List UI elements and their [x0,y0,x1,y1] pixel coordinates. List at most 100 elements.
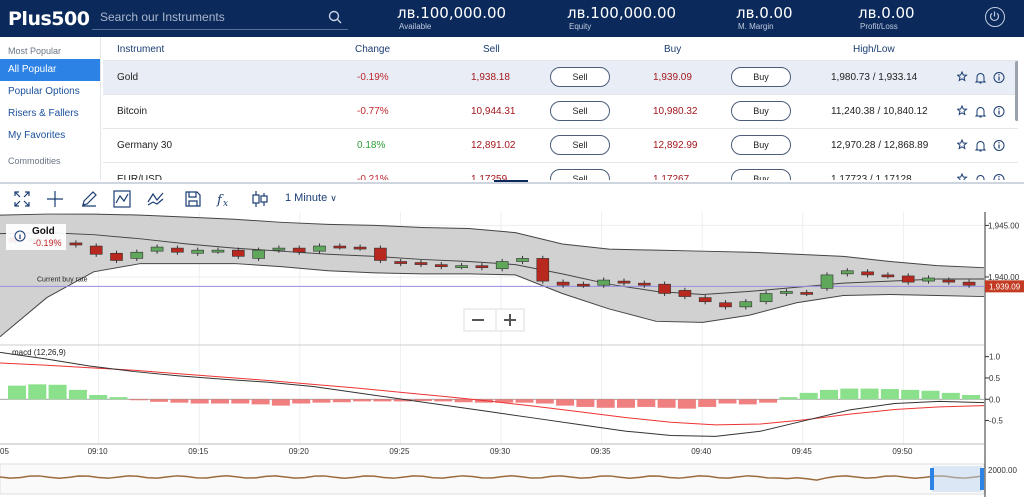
timeframe-dropdown[interactable]: 1 Minute ∨ [285,192,337,204]
x-tick-label: 05 [0,447,9,456]
table-row-bitcoin[interactable]: Bitcoin -0.77% 10,944.31 Sell 10,980.32 Buy 11… [103,95,1018,129]
draw-pencil-icon[interactable] [80,190,98,208]
buy-button[interactable]: Buy [731,67,791,87]
buy-button[interactable]: Buy [731,135,791,155]
navigator-handle-right[interactable] [980,468,984,490]
sell-button[interactable]: Sell [550,101,610,121]
search-input[interactable] [92,6,312,28]
macd-histogram-bar [677,399,696,409]
alert-bell-icon[interactable] [974,141,987,152]
instruments-table: Instrument Change Sell Buy High/Low Gold… [103,37,1018,180]
buy-price: 1.17267 [653,174,690,180]
candle [394,261,408,264]
col-buy: Buy [664,44,682,55]
alert-bell-icon[interactable] [976,175,985,181]
profit-loss-label: Profit/Loss [860,22,898,31]
price-chart[interactable]: 1,945.00 1,940.001,939.09 Current buy rate… [0,212,1024,497]
candle [150,246,164,252]
buy-rate-tag-value: 1,939.09 [989,282,1021,291]
sidebar-section-most-popular: Most Popular [8,46,62,56]
macd-histogram-bar [556,399,575,406]
candle [211,249,225,253]
info-icon[interactable] [993,72,1005,83]
instrument-name: Bitcoin [117,106,148,117]
macd-histogram-bar [799,392,818,400]
crosshair-icon[interactable] [46,190,64,208]
buy-button[interactable]: Buy [731,101,791,121]
favorite-star-icon[interactable] [957,139,968,150]
candle [333,245,347,249]
search-icon[interactable] [328,10,342,24]
candlestick-chart-icon[interactable] [251,190,269,208]
available-label: Available [399,22,432,31]
table-row-gold[interactable]: Gold -0.19% 1,938.18 Sell 1,939.09 Buy 1,980.7… [103,61,1018,95]
sidebar-item-popular-options[interactable]: Popular Options [8,86,80,97]
sidebar-item-my-favorites[interactable]: My Favorites [8,130,66,141]
sidebar-item-all-popular[interactable]: All Popular [0,59,100,81]
save-icon[interactable] [184,190,202,208]
sell-button[interactable]: Sell [550,135,610,155]
plus500-logo[interactable]: Plus500 [8,8,90,30]
macd-histogram-bar [962,395,981,400]
macd-histogram-bar [271,399,290,406]
alert-bell-icon[interactable] [974,73,987,84]
navigator-handle-left[interactable] [930,468,934,490]
favorite-star-icon[interactable] [957,71,968,82]
candle [69,242,83,246]
candle [820,274,834,289]
available-stat: лв.100,000.00 Available [397,4,506,31]
candle [475,265,489,268]
info-icon[interactable] [993,174,1005,181]
svg-text:f: f [216,193,224,208]
candle [678,290,692,297]
fullscreen-icon[interactable] [13,190,31,208]
macd-histogram-bar [779,397,798,400]
macd-histogram-bar [434,399,453,402]
macd-histogram-bar [901,389,920,400]
candle [374,247,387,261]
sidebar-section-commodities[interactable]: Commodities [8,156,61,166]
search-box[interactable] [92,6,348,30]
sell-price: 1.17259 [471,174,508,180]
power-icon[interactable] [985,7,1005,27]
sell-button[interactable]: Sell [550,169,610,180]
sell-button[interactable]: Sell [550,67,610,87]
bollinger-band-fill [0,214,984,337]
y-tick-label: 1,945.00 [988,221,1020,230]
chart-type-line-icon[interactable] [113,190,131,208]
candle [516,258,529,262]
candle [171,247,184,253]
instrument-name: EUR/USD [117,174,163,180]
macd-histogram-bar [860,388,879,400]
navigator-series [0,475,985,481]
sidebar-item-risers-fallers[interactable]: Risers & Fallers [8,108,79,119]
col-instrument[interactable]: Instrument [117,44,165,55]
candle [577,283,590,287]
indicators-icon[interactable] [147,190,165,208]
alert-bell-icon[interactable] [974,107,987,118]
favorite-star-icon[interactable] [957,105,968,116]
col-change[interactable]: Change [355,44,391,55]
candle [942,279,956,283]
macd-histogram-bar [880,389,899,400]
info-icon[interactable] [993,140,1005,151]
macd-histogram-bar [921,390,940,400]
navigator-range-selector[interactable] [932,466,982,492]
table-scrollbar[interactable] [1015,61,1018,121]
macd-y-tick-label: 0.0 [989,395,1001,404]
col-high-low: High/Low [853,44,895,55]
x-tick-label: 09:20 [289,447,310,456]
macd-histogram-bar [657,399,676,408]
info-icon[interactable] [993,106,1005,117]
panel-divider-handle[interactable] [494,180,528,183]
buy-button[interactable]: Buy [731,169,791,180]
x-tick-label: 09:50 [892,447,913,456]
macd-histogram-bar [596,399,615,408]
table-row-eur-usd[interactable]: EUR/USD -0.21% 1.17259 Sell 1.17267 Buy 1.1772… [103,163,1018,180]
table-row-germany-30[interactable]: Germany 30 0.18% 12,891.02 Sell 12,892.99 Buy… [103,129,1018,163]
candle [313,245,326,252]
macd-signal-line [0,362,985,426]
favorite-star-icon[interactable] [957,173,968,180]
candle [861,271,874,276]
